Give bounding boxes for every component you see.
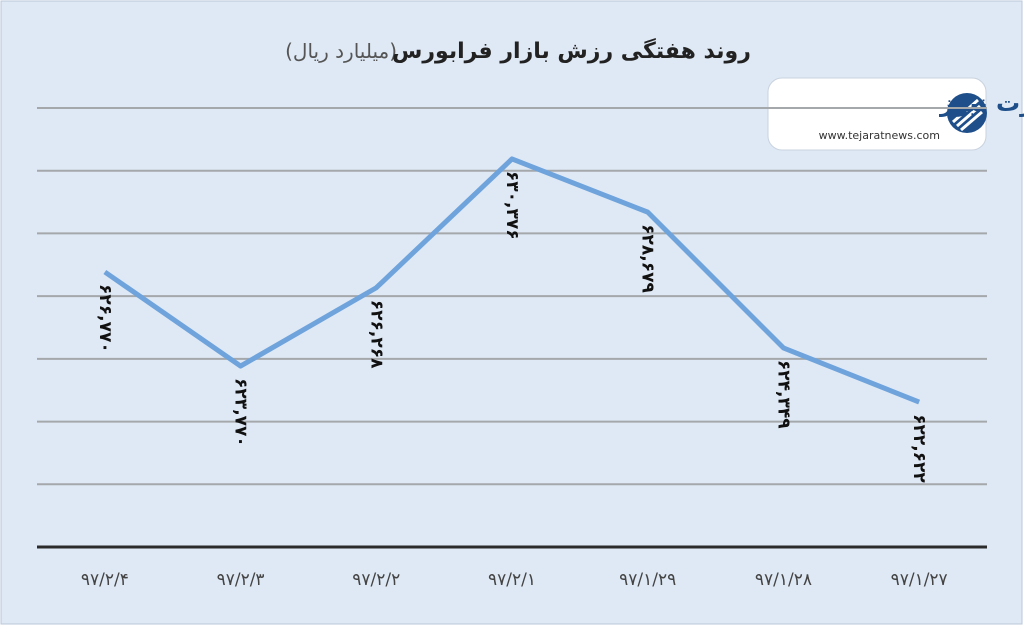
x-tick-label: ۹۷/۲/۳ [217,570,265,590]
data-label: ۶۲۸,۶۷۹ [638,224,658,293]
logo-icon-stripes [952,98,983,132]
logo: تجارت نیوز www.tejaratnews.com [767,77,1024,151]
line [103,156,921,405]
data-label: ۶۲۳,۷۷۰ [231,378,251,447]
data-label: ۶۲۲,۶۲۲ [909,414,929,483]
x-tick-label: ۹۷/۲/۴ [81,570,129,590]
data-label: ۶۲۶,۲۶۸ [366,300,386,369]
x-tick-label: ۹۷/۱/۲۹ [619,570,676,590]
chart-subtitle: (میلیارد ریال) [285,39,397,63]
logo-name: تجارت نیوز [939,89,1024,117]
data-label: ۶۳۰,۳۷۶ [502,171,522,240]
logo-icon [947,93,987,133]
x-tick-label: ۹۷/۲/۱ [488,570,536,590]
chart-heading: روند هفتگی رزش بازار فرابورس (میلیارد ری… [285,37,751,64]
logo-url: www.tejaratnews.com [819,129,940,142]
data-label: ۶۲۴,۳۴۹ [773,360,793,429]
data-label: ۶۲۶,۷۷۰ [95,284,115,353]
chart-title: روند هفتگی رزش بازار فرابورس [392,37,751,64]
x-tick-label: ۹۷/۱/۲۷ [891,570,948,590]
x-tick-label: ۹۷/۲/۲ [352,570,400,590]
x-tick-label: ۹۷/۱/۲۸ [755,570,812,590]
